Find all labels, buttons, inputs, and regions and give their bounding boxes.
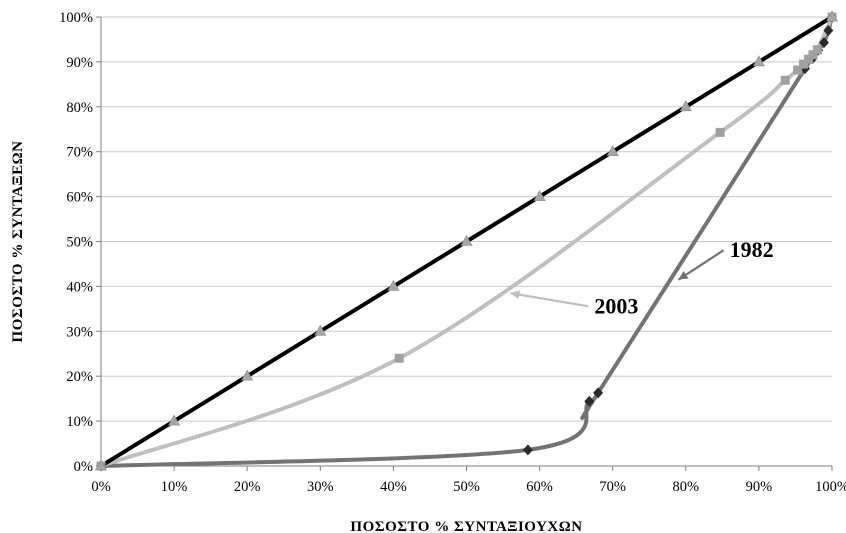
data-point-2003 <box>793 65 803 75</box>
x-tick-label: 80% <box>673 479 700 495</box>
data-point-equality <box>241 369 254 381</box>
data-point-equality <box>533 189 546 201</box>
annotation-label-1982: 1982 <box>730 237 774 262</box>
x-axis-title: ΠΟΣΟΣΤΟ % ΣΥΝΤΑΞΙΟΥΧΩΝ <box>350 519 582 533</box>
data-point-2003 <box>394 353 404 363</box>
data-point-equality <box>314 324 327 336</box>
x-tick-label: 0% <box>91 479 110 495</box>
x-tick-label: 60% <box>526 479 553 495</box>
x-tick-label: 30% <box>307 479 334 495</box>
data-point-1982 <box>522 444 533 456</box>
x-tick-labels: 0% 10% 20% 30% 40% 50% 60% 70% 80% 90% 100% <box>91 479 846 495</box>
data-point-2003 <box>780 75 790 85</box>
data-point-2003 <box>715 127 725 137</box>
x-tick-label: 100% <box>815 479 846 495</box>
grid-lines <box>101 16 832 422</box>
y-tick-label: 80% <box>66 100 93 116</box>
x-tick-label: 20% <box>234 479 261 495</box>
data-point-equality <box>679 100 692 112</box>
axes <box>96 16 833 471</box>
data-point-2003 <box>808 50 818 60</box>
y-tick-label: 10% <box>66 414 93 430</box>
x-tick-label: 90% <box>746 479 773 495</box>
data-point-equality <box>752 55 765 67</box>
y-tick-label: 70% <box>66 145 93 161</box>
data-point-equality <box>94 459 108 471</box>
data-point-equality <box>606 145 619 156</box>
data-point-1982 <box>593 387 604 399</box>
y-tick-label: 60% <box>66 190 93 206</box>
y-tick-label: 100% <box>59 10 93 26</box>
data-point-1982 <box>823 24 834 36</box>
x-tick-label: 40% <box>380 479 407 495</box>
y-tick-label: 0% <box>74 459 93 475</box>
x-tick-label: 70% <box>599 479 626 495</box>
data-point-equality <box>168 414 181 426</box>
data-point-2003 <box>798 59 808 69</box>
y-tick-labels: 0% 10% 20% 30% 40% 50% 60% 70% 80% 90% 100% <box>59 10 93 475</box>
data-point-1982 <box>584 395 595 407</box>
annotation-arrowhead-1982 <box>678 270 689 280</box>
y-tick-label: 30% <box>66 324 93 340</box>
y-tick-label: 20% <box>66 369 93 385</box>
y-tick-label: 90% <box>66 55 93 71</box>
annotations: 2003 1982 <box>510 237 774 318</box>
data-point-equality <box>387 279 400 291</box>
annotation-arrowhead-2003 <box>510 290 520 300</box>
data-point-2003 <box>812 45 822 55</box>
x-tick-label: 10% <box>161 479 188 495</box>
annotation-label-2003: 2003 <box>594 293 638 318</box>
annotation-arrow-2003 <box>510 292 589 308</box>
y-axis-title: ΠΟΣΟΣΤΟ % ΣΥΝΤΑΞΕΩΝ <box>10 141 26 343</box>
y-tick-label: 40% <box>66 279 93 295</box>
x-tick-label: 50% <box>453 479 480 495</box>
series-markers <box>94 10 839 472</box>
y-tick-label: 50% <box>66 235 93 251</box>
data-point-equality <box>460 234 473 246</box>
data-point-equality <box>825 10 839 22</box>
